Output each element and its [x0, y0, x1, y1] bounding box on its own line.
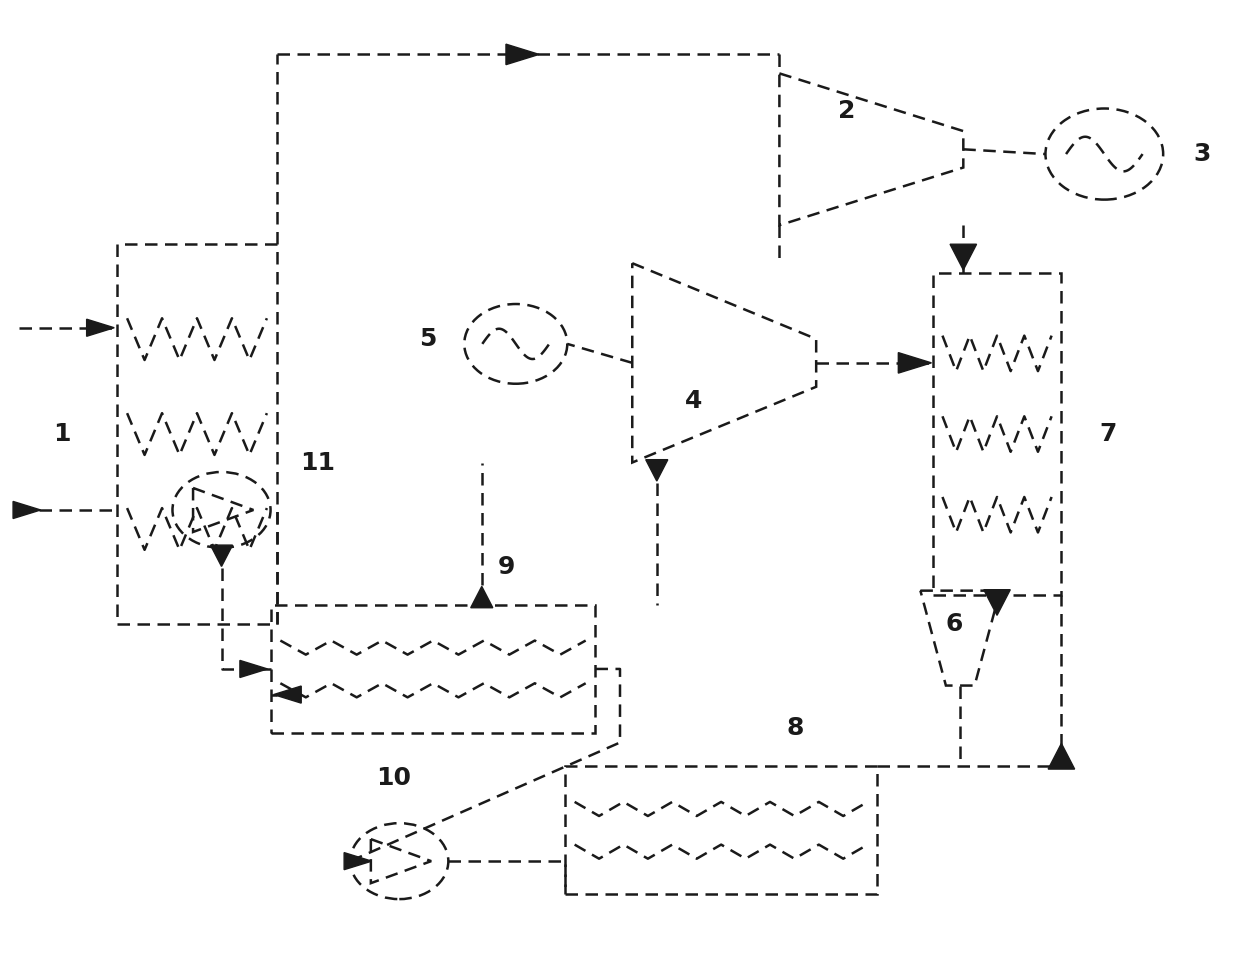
Polygon shape — [211, 545, 233, 566]
Polygon shape — [345, 852, 372, 870]
Text: 11: 11 — [300, 451, 335, 475]
Bar — [565, 767, 878, 895]
Text: 4: 4 — [684, 389, 702, 413]
Text: 5: 5 — [419, 327, 436, 351]
Text: 2: 2 — [838, 99, 856, 123]
Polygon shape — [239, 661, 268, 678]
Polygon shape — [14, 502, 41, 518]
Polygon shape — [87, 319, 114, 336]
Polygon shape — [950, 245, 977, 270]
Bar — [118, 245, 277, 624]
Text: 9: 9 — [498, 555, 516, 579]
Polygon shape — [471, 586, 492, 608]
Polygon shape — [983, 589, 1011, 615]
Polygon shape — [506, 44, 539, 65]
Polygon shape — [1048, 743, 1075, 769]
Text: 8: 8 — [786, 716, 804, 741]
Text: 7: 7 — [1100, 422, 1117, 446]
Polygon shape — [274, 686, 301, 703]
Text: 6: 6 — [945, 612, 962, 636]
Text: 3: 3 — [1194, 143, 1211, 166]
Bar — [270, 605, 595, 733]
Polygon shape — [646, 459, 668, 482]
Text: 10: 10 — [376, 766, 410, 790]
Bar — [932, 273, 1061, 595]
Text: 1: 1 — [53, 422, 71, 446]
Polygon shape — [898, 352, 931, 373]
